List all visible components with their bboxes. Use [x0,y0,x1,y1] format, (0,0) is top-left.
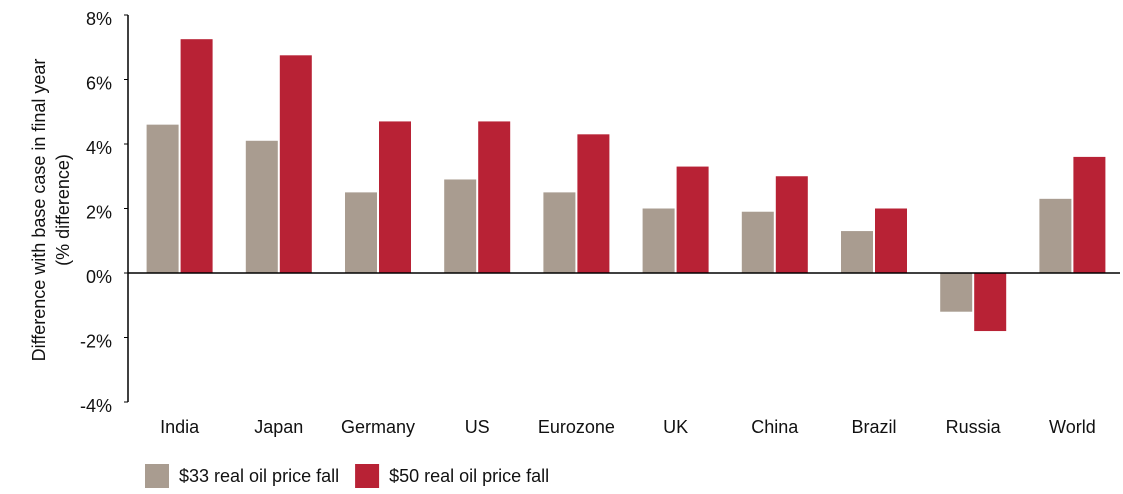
x-tick-label: World [1049,417,1096,437]
x-tick-label: China [751,417,799,437]
bar [1039,198,1072,273]
x-tick-label: India [160,417,200,437]
bar [875,208,907,273]
bar [741,211,774,273]
bar [146,124,179,274]
bar [478,121,511,273]
bar [1073,156,1106,273]
bar [543,192,576,273]
x-tick-label: Russia [946,417,1002,437]
x-tick-label: Eurozone [538,417,615,437]
bar [775,176,808,273]
bar [345,192,377,273]
legend-swatch [355,464,380,488]
y-tick-label: 0% [86,267,112,287]
bar [180,39,213,273]
x-tick-label: UK [663,417,688,437]
bar [841,231,873,273]
x-tick-label: Germany [341,417,415,437]
legend-label: $33 real oil price fall [179,466,339,486]
bar [245,140,278,273]
bar [676,166,709,273]
y-axis-label: (% difference) [53,154,73,266]
y-tick-label: 6% [86,73,112,93]
bar [940,273,973,312]
bar [974,273,1007,332]
legend-swatch [145,464,169,488]
y-tick-label: 4% [86,138,112,158]
bar [444,179,477,273]
y-axis-label: Difference with base case in final year [29,59,49,362]
bar [642,208,675,273]
y-tick-label: -2% [80,331,112,351]
y-tick-label: 2% [86,202,112,222]
x-tick-label: Brazil [851,417,896,437]
legend-label: $50 real oil price fall [389,466,549,486]
y-tick-label: 8% [86,9,112,29]
x-tick-label: US [465,417,490,437]
x-tick-label: Japan [254,417,303,437]
bar [577,134,610,273]
bar [279,55,312,273]
bar [379,121,411,273]
y-tick-label: -4% [80,396,112,416]
